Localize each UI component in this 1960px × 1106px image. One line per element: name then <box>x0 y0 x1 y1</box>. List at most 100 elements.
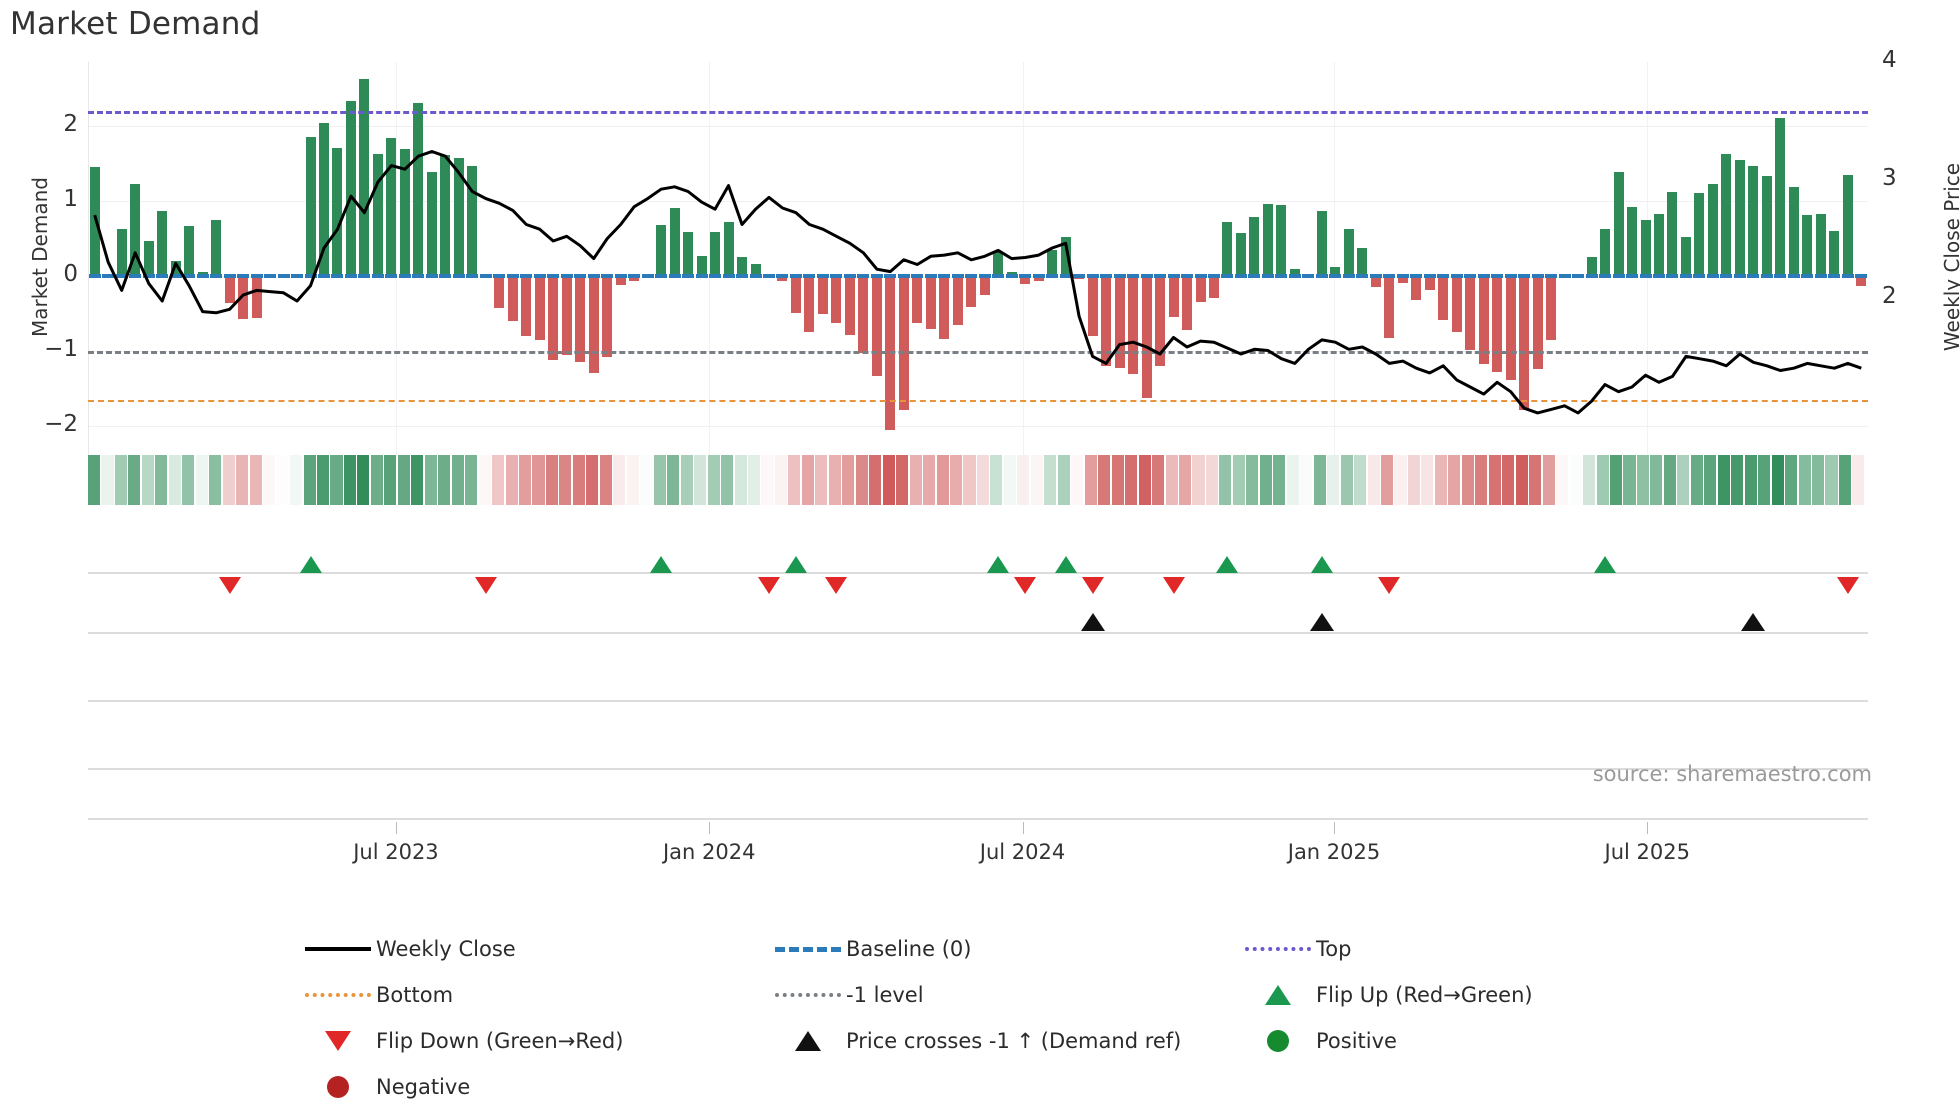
demand-bar <box>1222 221 1233 276</box>
heatmap-cell <box>1461 455 1474 505</box>
legend-swatch <box>1240 930 1316 968</box>
baseline-cap <box>1841 274 1854 279</box>
demand-bar <box>1519 276 1530 411</box>
heatmap-cell <box>545 455 559 505</box>
baseline-cap <box>1302 274 1315 279</box>
baseline-cap <box>1504 274 1517 279</box>
demand-bar <box>696 255 707 276</box>
legend-swatch <box>1240 976 1316 1014</box>
legend-item-flip-up[interactable]: Flip Up (Red→Green) <box>1240 976 1700 1014</box>
baseline-cap <box>412 274 425 279</box>
heatmap-cell <box>438 455 451 505</box>
baseline-cap <box>344 274 357 279</box>
legend-item-baseline[interactable]: Baseline (0) <box>770 930 1240 968</box>
demand-bar <box>939 276 950 340</box>
heatmap-cell <box>1825 455 1838 505</box>
demand-bar <box>1761 176 1772 277</box>
heatmap-cell <box>1098 455 1111 505</box>
demand-bar <box>116 229 127 276</box>
baseline-cap <box>291 274 303 279</box>
demand-bar <box>332 148 343 276</box>
heatmap-cell <box>519 455 532 505</box>
chart-legend: Weekly Close Baseline (0) Top Bottom -1 leve… <box>300 930 1700 1106</box>
demand-bar <box>817 276 828 314</box>
demand-bar <box>831 276 842 323</box>
demand-bar <box>467 166 478 276</box>
heatmap-cell <box>882 455 895 505</box>
baseline-cap <box>1261 274 1274 279</box>
heatmap-cell <box>330 455 343 505</box>
legend-item-minus-1-level[interactable]: -1 level <box>770 976 1240 1014</box>
heatmap-cell <box>316 455 330 505</box>
legend-item-top[interactable]: Top <box>1240 930 1700 968</box>
baseline-cap <box>385 274 398 279</box>
heatmap-cell <box>1273 455 1286 505</box>
baseline-cap <box>1693 274 1706 279</box>
legend-item-price-crosses[interactable]: Price crosses -1 ↑ (Demand ref) <box>770 1022 1240 1060</box>
demand-bar <box>1087 276 1098 337</box>
baseline-cap <box>1437 274 1450 279</box>
baseline-cap <box>1396 274 1409 279</box>
legend-item-weekly-close[interactable]: Weekly Close <box>300 930 770 968</box>
baseline-cap <box>1194 274 1207 279</box>
legend-label: Flip Down (Green→Red) <box>376 1029 624 1053</box>
baseline-cap <box>1491 274 1504 279</box>
heatmap-cell <box>88 455 101 505</box>
demand-bar <box>575 276 586 363</box>
demand-bar <box>588 276 599 373</box>
baseline-cap <box>1234 274 1247 279</box>
baseline-cap <box>1046 274 1059 279</box>
demand-bar <box>1546 276 1557 340</box>
baseline-cap <box>1828 274 1841 279</box>
heatmap-cell <box>1690 455 1703 505</box>
demand-bar <box>898 276 909 410</box>
demand-bar <box>602 276 613 358</box>
demand-bar <box>1128 276 1139 374</box>
baseline-cap <box>331 274 344 279</box>
legend-item-positive[interactable]: Positive <box>1240 1022 1700 1060</box>
flip-up-marker <box>1054 556 1077 573</box>
baseline-cap <box>506 274 519 279</box>
baseline-cap <box>655 274 668 279</box>
demand-bar <box>130 184 141 276</box>
demand-bar <box>966 276 977 307</box>
demand-bar <box>1357 248 1368 276</box>
legend-item-negative[interactable]: Negative <box>300 1068 770 1106</box>
demand-bar <box>1775 118 1786 276</box>
heatmap-cell <box>1178 455 1192 505</box>
demand-bar <box>1020 276 1031 284</box>
demand-bar <box>507 276 518 322</box>
baseline-cap <box>843 274 856 279</box>
heatmap-cell <box>1057 455 1070 505</box>
legend-item-flip-down[interactable]: Flip Down (Green→Red) <box>300 1022 770 1060</box>
heatmap-cell <box>896 455 909 505</box>
legend-swatch <box>1240 1022 1316 1060</box>
heatmap-cell <box>1313 455 1326 505</box>
baseline-cap <box>1423 274 1436 279</box>
y-tick-left: −1 <box>44 336 78 363</box>
baseline-cap <box>1450 274 1463 279</box>
baseline-cap <box>1032 274 1045 279</box>
heatmap-cell <box>1327 455 1340 505</box>
gridline <box>88 125 1868 127</box>
divider-line-2 <box>88 768 1868 770</box>
x-tick-mark <box>395 822 397 834</box>
baseline-cap <box>520 274 533 279</box>
baseline-cap <box>951 274 964 279</box>
heatmap-cell <box>707 455 720 505</box>
marker-row-line <box>88 632 1868 634</box>
heatmap-cell <box>1340 455 1353 505</box>
baseline-cap <box>1221 274 1234 279</box>
baseline-dash-icon <box>775 946 841 952</box>
legend-item-bottom[interactable]: Bottom <box>300 976 770 1014</box>
baseline-cap <box>1086 274 1099 279</box>
demand-bar <box>251 276 262 319</box>
demand-bar <box>426 171 437 276</box>
demand-bar <box>548 276 559 361</box>
demand-bar <box>1276 204 1287 276</box>
demand-bar <box>1842 174 1853 277</box>
baseline-cap <box>547 274 560 279</box>
demand-bar <box>1208 276 1219 298</box>
baseline-cap <box>196 274 209 279</box>
weekly-close-line-icon <box>305 947 371 951</box>
